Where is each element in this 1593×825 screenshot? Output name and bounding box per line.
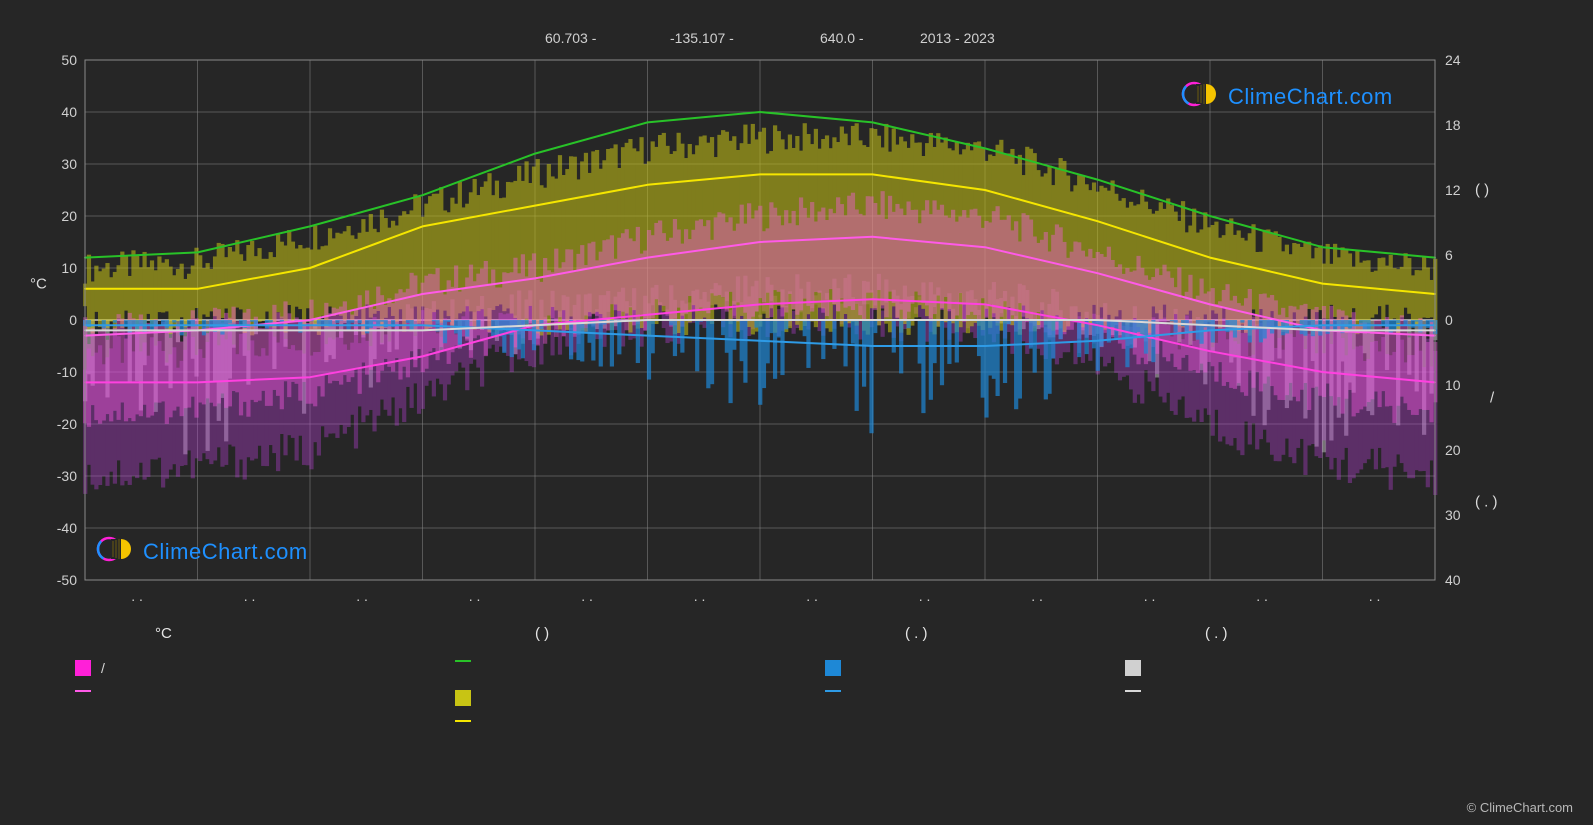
legend-line [455,720,471,722]
legend-swatch [1125,660,1141,676]
y-left-tick: 30 [27,156,77,172]
legend-heading: °C [155,625,172,642]
x-tick: . . [469,588,481,604]
climate-chart: -50-40-30-20-1001020304050 2418126010203… [0,0,1593,825]
legend-label: / [101,660,105,676]
y-right-label-bot: ( . ) [1475,494,1498,511]
legend-item [1125,690,1151,692]
logo: ClimeChart.com [95,535,308,568]
x-tick: . . [131,588,143,604]
legend-item [455,720,481,722]
y-right-tick: 20 [1445,442,1495,458]
legend-swatch [455,690,471,706]
y-right-label-mid: / [1490,390,1494,407]
y-right-tick: 40 [1445,572,1495,588]
legend-heading: ( . ) [905,625,928,642]
legend-heading: ( . ) [1205,625,1228,642]
legend-item [75,690,101,692]
legend-item [825,690,851,692]
y-left-tick: -20 [27,416,77,432]
y-right-tick: 0 [1445,312,1495,328]
logo: ClimeChart.com [1180,80,1393,113]
chart-header: 60.703 - -135.107 - 640.0 - 2013 - 2023 [0,30,1593,50]
x-tick: . . [806,588,818,604]
header-elevation: 640.0 - [820,30,864,46]
logo-icon [1180,80,1220,113]
y-left-tick: -30 [27,468,77,484]
header-latitude: 60.703 - [545,30,596,46]
legend-line [825,690,841,692]
logo-icon [95,535,135,568]
y-left-tick: -10 [27,364,77,380]
y-left-tick: 10 [27,260,77,276]
y-right-label-top: ( ) [1475,182,1489,199]
legend-line [75,690,91,692]
x-tick: . . [694,588,706,604]
legend-item: / [75,660,105,676]
x-tick: . . [1031,588,1043,604]
legend-swatch [825,660,841,676]
chart-canvas [0,0,1593,825]
x-tick: . . [1256,588,1268,604]
legend-heading: ( ) [535,625,549,642]
y-left-tick: 20 [27,208,77,224]
header-longitude: -135.107 - [670,30,734,46]
logo-text: ClimeChart.com [1228,84,1393,110]
x-tick: . . [919,588,931,604]
x-tick: . . [581,588,593,604]
y-right-tick: 18 [1445,117,1495,133]
y-left-label: °C [30,275,47,292]
legend-item [455,660,481,662]
y-left-tick: 0 [27,312,77,328]
y-left-tick: 50 [27,52,77,68]
legend-item [1125,660,1151,676]
x-tick: . . [244,588,256,604]
y-right-tick: 24 [1445,52,1495,68]
x-tick: . . [356,588,368,604]
y-left-tick: -40 [27,520,77,536]
legend-line [455,660,471,662]
x-tick: . . [1144,588,1156,604]
legend-line [1125,690,1141,692]
copyright: © ClimeChart.com [1467,800,1573,815]
logo-text: ClimeChart.com [143,539,308,565]
y-left-tick: -50 [27,572,77,588]
legend-item [455,690,481,706]
legend-item [825,660,851,676]
y-right-tick: 10 [1445,377,1495,393]
y-left-tick: 40 [27,104,77,120]
x-tick: . . [1369,588,1381,604]
y-right-tick: 6 [1445,247,1495,263]
legend-swatch [75,660,91,676]
header-years: 2013 - 2023 [920,30,995,46]
